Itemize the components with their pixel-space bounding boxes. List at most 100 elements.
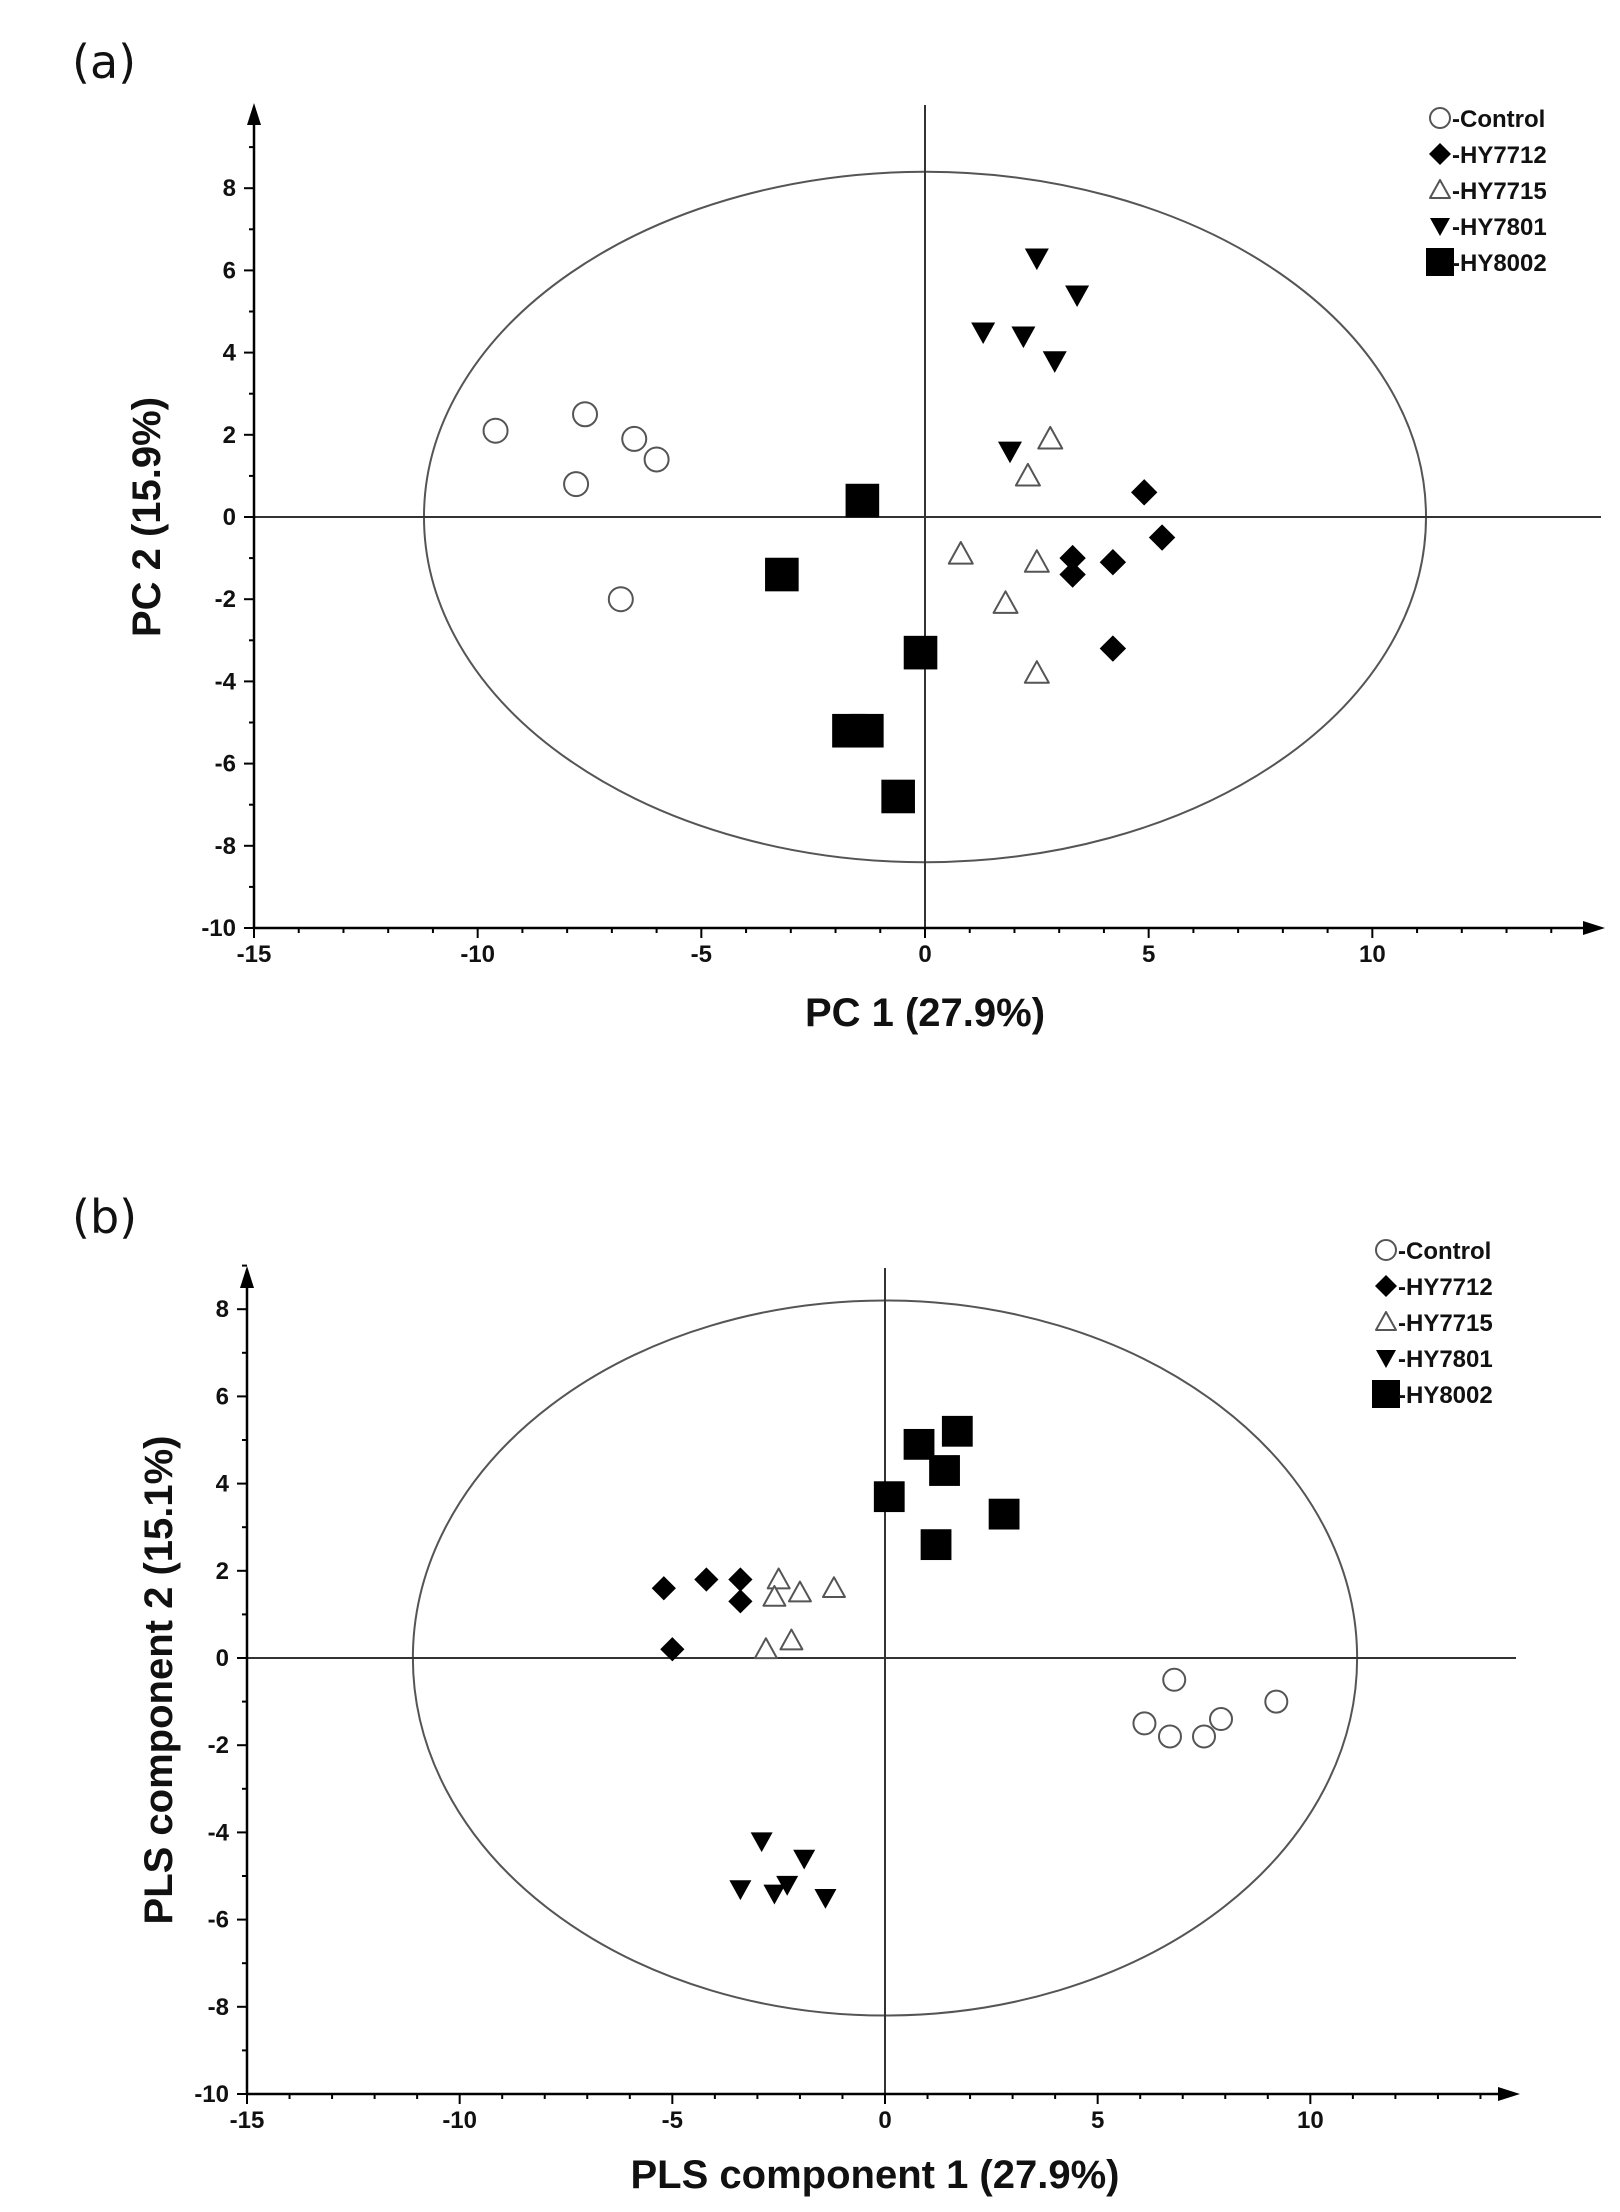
point-control [1209,1707,1234,1732]
legend-label: -HY8002 [1398,1382,1493,1409]
legend: -Control -HY7712 -HY7715 -HY7801 -HY8002 [1372,1238,1493,1409]
point-hy7712 [694,1567,719,1592]
point-hy7801 [729,1880,752,1901]
data-points [482,248,1176,814]
legend-marker [1429,107,1451,129]
point-control [1192,1724,1216,1749]
point-hy7715 [766,1567,791,1590]
point-hy7801 [1024,248,1049,271]
x-tick-label: 5 [1142,941,1155,968]
y-tick-label: 8 [223,175,236,202]
y-tick-label: 6 [216,1383,229,1410]
point-hy7715 [787,1580,812,1603]
series-control [1132,1667,1289,1749]
legend-label: -HY7715 [1398,1310,1493,1337]
point-hy8002 [920,1529,952,1561]
y-axis-arrow [240,1266,254,1288]
series-control [482,401,670,613]
point-hy7801 [793,1849,816,1870]
point-control [1264,1689,1289,1714]
point-hy7712 [1099,549,1127,576]
y-tick-label: -8 [208,1994,229,2021]
legend-marker [1375,1239,1397,1261]
y-tick-label: 4 [223,340,237,367]
y-tick-label: -8 [215,833,236,860]
point-hy7712 [728,1589,753,1614]
point-hy8002 [845,483,880,518]
x-tick-label: 10 [1297,2107,1324,2134]
point-hy8002 [765,557,799,592]
point-hy8002 [903,1428,935,1460]
x-tick-label: -10 [460,941,495,968]
y-tick-label: -6 [215,751,236,778]
point-hy7712 [1099,635,1127,662]
point-hy7715 [753,1637,778,1660]
point-hy8002 [929,1455,960,1486]
point-hy8002 [941,1415,973,1447]
legend-marker [1372,1380,1400,1408]
x-tick-label: 10 [1359,941,1386,968]
x-tick-label: -15 [237,941,272,968]
x-axis-arrow [1583,921,1605,935]
point-control [1162,1667,1187,1692]
x-tick-label: -10 [442,2107,477,2134]
point-hy7715 [1023,549,1050,573]
y-tick-label: 2 [216,1558,229,1585]
series-hy7712 [651,1567,753,1662]
point-hy7801 [750,1832,773,1853]
y-tick-label: -2 [208,1732,229,1759]
point-hy7712 [651,1576,676,1601]
point-hy7801 [763,1884,786,1905]
point-hy7715 [779,1628,804,1651]
point-control [572,401,599,428]
series-hy7715 [947,425,1064,684]
y-axis-title: PC 2 (15.9%) [125,397,169,637]
point-hy7801 [1065,285,1090,308]
data-points [651,1415,1289,1909]
point-hy7715 [947,540,974,565]
series-hy7712 [1059,479,1176,662]
y-tick-label: 2 [223,422,236,449]
point-hy7712 [728,1567,753,1592]
series-hy7801 [729,1832,837,1909]
legend-marker [1375,1311,1397,1331]
series-hy8002 [765,483,938,814]
point-hy8002 [903,635,938,670]
x-tick-label: -5 [662,2107,683,2134]
x-axis-arrow [1498,2087,1520,2101]
x-axis-title: PC 1 (27.9%) [805,991,1045,1035]
point-hy7715 [821,1576,846,1599]
legend-marker [1426,248,1454,276]
point-hy7715 [762,1584,787,1607]
legend-label: -HY7712 [1452,142,1547,169]
point-hy7712 [1130,479,1158,506]
point-control [1157,1724,1182,1749]
y-tick-label: 0 [223,504,236,531]
legend-label: -HY7801 [1398,1346,1493,1373]
point-hy7801 [997,441,1022,464]
point-hy7801 [1011,326,1036,349]
legend-marker [1430,218,1450,236]
panel-label: (a) [72,35,136,89]
y-tick-label: -4 [215,668,237,695]
legend-marker [1375,1275,1397,1297]
legend-marker [1429,179,1451,199]
point-hy7715 [1014,462,1041,487]
legend-label: -HY7715 [1452,178,1547,205]
legend-label: -HY8002 [1452,250,1547,277]
legend-label: -Control [1452,106,1545,133]
legend-label: -Control [1398,1238,1491,1265]
y-tick-label: -10 [194,2081,229,2108]
y-tick-label: -10 [201,915,236,942]
panel-label: (b) [72,1190,137,1244]
x-tick-label: -5 [691,941,712,968]
point-hy7801 [1042,351,1067,373]
point-hy7712 [660,1637,685,1662]
y-tick-label: -2 [215,586,236,613]
series-hy7715 [753,1567,846,1660]
y-tick-label: -6 [208,1907,229,1934]
point-hy7801 [814,1889,837,1909]
